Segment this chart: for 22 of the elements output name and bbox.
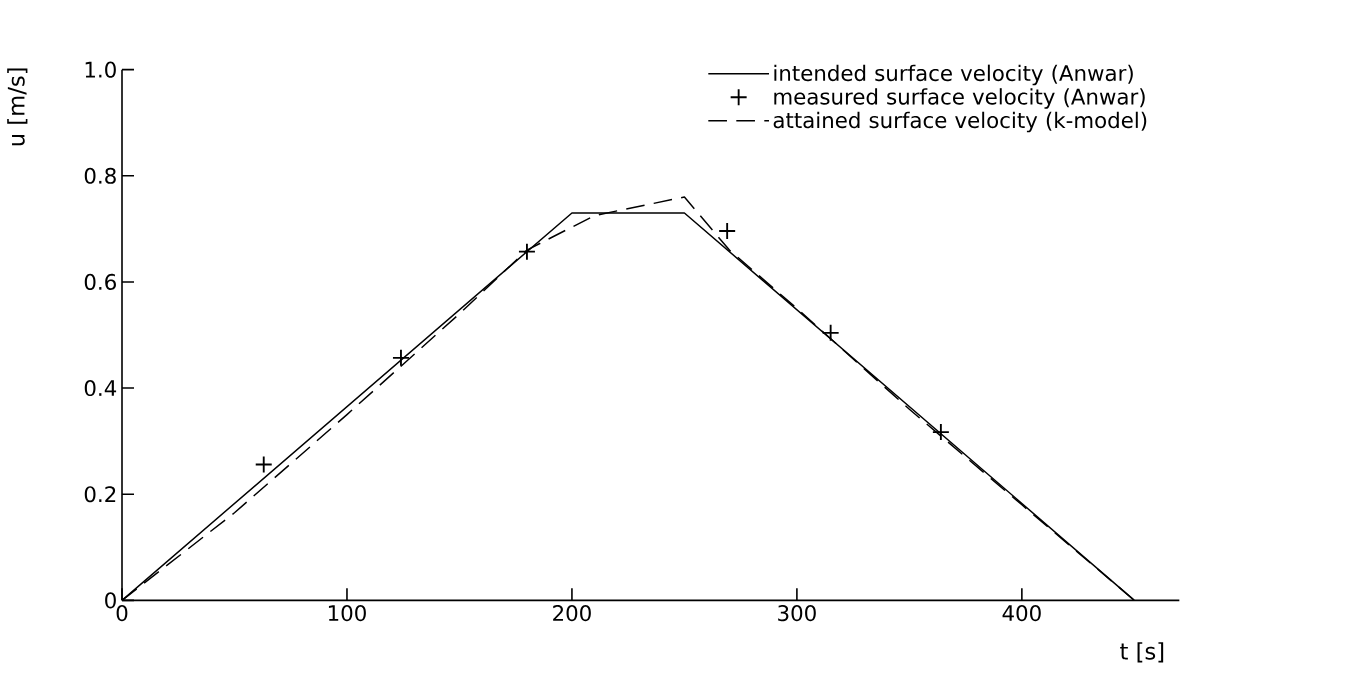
x-tick-label: 400 [1002,604,1041,622]
legend-label: intended surface velocity (Anwar) [774,64,1133,86]
x-tick-label: 200 [553,604,591,622]
y-tick-label: 1.0 [85,61,116,78]
point [821,323,840,342]
y-tick-label: 0.6 [84,273,116,290]
point [392,348,410,367]
legend-label: measured surface velocity (Anwar) [774,88,1145,109]
y-tick-label: 0.4 [84,379,117,396]
point [931,423,950,441]
point [718,221,737,240]
y-axis-title: u [m/s] [7,68,28,146]
x-tick-label: 300 [778,604,816,622]
y-tick-label: 0.2 [84,485,116,503]
point [254,455,273,474]
y-tick-label: 0 [105,592,116,609]
y-tick-label: 0.8 [84,167,116,184]
x-tick-label: 0 [116,604,128,622]
legend-label: attained surface velocity (k-model) [773,111,1147,133]
x-tick-label: 100 [328,604,366,622]
x-axis-title: t [s] [1120,642,1164,663]
point [518,242,536,261]
